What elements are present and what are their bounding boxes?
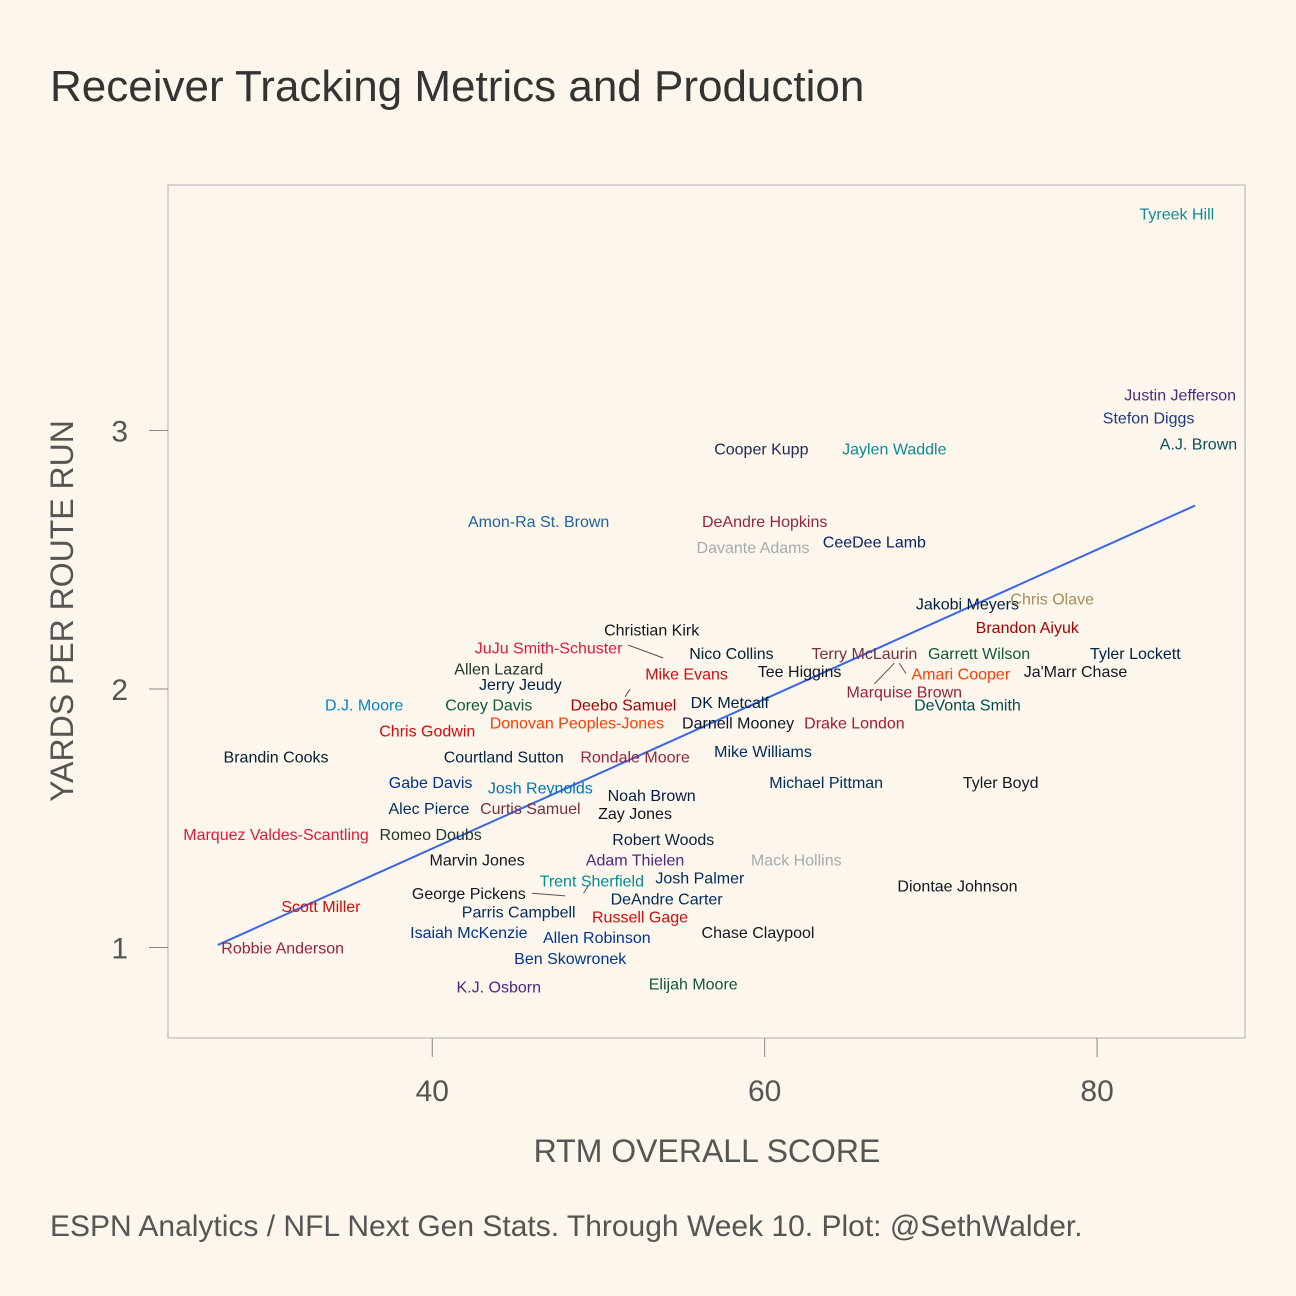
leader-line bbox=[583, 885, 589, 894]
point-label: Jakobi Meyers bbox=[916, 597, 1019, 614]
point-label: Zay Jones bbox=[598, 806, 672, 823]
point-label: Amari Cooper bbox=[911, 667, 1010, 684]
point-label: Curtis Samuel bbox=[480, 801, 580, 818]
x-tick-label: 40 bbox=[416, 1075, 449, 1108]
x-tick-label: 80 bbox=[1080, 1075, 1113, 1108]
point-label: DeAndre Carter bbox=[611, 891, 724, 908]
point-label: Marquise Brown bbox=[846, 685, 962, 702]
x-tick-label: 60 bbox=[748, 1075, 781, 1108]
point-label: Ben Skowronek bbox=[514, 951, 627, 968]
point-label: Robert Woods bbox=[612, 832, 714, 849]
point-label: Russell Gage bbox=[592, 910, 688, 927]
x-axis-title: RTM OVERALL SCORE bbox=[534, 1133, 881, 1169]
point-label: Elijah Moore bbox=[649, 977, 738, 994]
point-label: Courtland Sutton bbox=[444, 749, 564, 766]
point-label: Chase Claypool bbox=[702, 925, 815, 942]
x-axis: 40 60 80 bbox=[416, 1038, 1114, 1108]
point-label: Josh Reynolds bbox=[488, 780, 593, 797]
point-label: George Pickens bbox=[412, 886, 526, 903]
point-label: Brandon Aiyuk bbox=[976, 620, 1080, 637]
point-label: Robbie Anderson bbox=[221, 941, 344, 958]
point-label: Jaylen Waddle bbox=[842, 442, 946, 459]
point-label: Chris Godwin bbox=[379, 723, 475, 740]
point-labels: Tyreek Hill Justin Jefferson Stefon Diggs A… bbox=[183, 206, 1237, 996]
y-axis-title: YARDS PER ROUTE RUN bbox=[44, 420, 80, 802]
point-label: Terry McLaurin bbox=[811, 646, 917, 663]
point-label: Chris Olave bbox=[1010, 592, 1094, 609]
point-label: Jerry Jeudy bbox=[479, 677, 562, 694]
trend-line bbox=[217, 504, 1196, 946]
point-label: Amon-Ra St. Brown bbox=[468, 514, 609, 531]
y-tick-label: 1 bbox=[111, 933, 128, 966]
point-label: Mike Evans bbox=[645, 667, 728, 684]
point-label: Cooper Kupp bbox=[714, 442, 808, 459]
point-label: Diontae Johnson bbox=[897, 878, 1017, 895]
point-label: Allen Lazard bbox=[454, 661, 543, 678]
point-label: Deebo Samuel bbox=[570, 698, 676, 715]
point-label: JuJu Smith-Schuster bbox=[475, 641, 623, 658]
point-label: Scott Miller bbox=[281, 899, 361, 916]
point-label: D.J. Moore bbox=[325, 698, 403, 715]
point-label: Donovan Peoples-Jones bbox=[490, 716, 664, 733]
point-label: Davante Adams bbox=[697, 540, 810, 557]
point-label: Tyler Lockett bbox=[1090, 646, 1181, 663]
chart-caption: ESPN Analytics / NFL Next Gen Stats. Thr… bbox=[50, 1210, 1083, 1243]
point-label: A.J. Brown bbox=[1160, 436, 1237, 453]
point-label: Rondale Moore bbox=[580, 749, 690, 766]
leader-line bbox=[531, 892, 566, 897]
point-label: Alec Pierce bbox=[388, 801, 469, 818]
point-label: Isaiah McKenzie bbox=[410, 925, 527, 942]
point-label: Allen Robinson bbox=[543, 930, 651, 947]
point-label: Mack Hollins bbox=[751, 853, 842, 870]
point-label: Michael Pittman bbox=[769, 775, 883, 792]
point-label: Tyler Boyd bbox=[963, 775, 1039, 792]
point-label: Parris Campbell bbox=[462, 904, 576, 921]
leader-line bbox=[624, 688, 631, 698]
point-label: DeAndre Hopkins bbox=[702, 514, 827, 531]
point-label: Gabe Davis bbox=[389, 775, 473, 792]
point-label: CeeDee Lamb bbox=[823, 535, 926, 552]
leader-line bbox=[628, 644, 664, 659]
point-label: Marquez Valdes-Scantling bbox=[183, 827, 369, 844]
point-label: Trent Sherfield bbox=[540, 873, 644, 890]
leader-line bbox=[874, 662, 895, 685]
point-label: Marvin Jones bbox=[430, 853, 525, 870]
chart-title: Receiver Tracking Metrics and Production bbox=[50, 62, 865, 111]
y-tick-label: 3 bbox=[111, 416, 128, 449]
point-label: Brandin Cooks bbox=[224, 749, 329, 766]
point-label: Romeo Doubs bbox=[379, 827, 481, 844]
point-label: Stefon Diggs bbox=[1103, 411, 1195, 428]
point-label: Ja'Marr Chase bbox=[1024, 664, 1128, 681]
point-label: Christian Kirk bbox=[604, 623, 700, 640]
point-label: Darnell Mooney bbox=[682, 716, 794, 733]
plot-frame bbox=[167, 184, 1246, 1039]
point-label: Noah Brown bbox=[608, 788, 696, 805]
point-label: Corey Davis bbox=[445, 698, 532, 715]
point-label: DeVonta Smith bbox=[914, 698, 1021, 715]
point-label: DK Metcalf bbox=[691, 695, 770, 712]
point-label: Adam Thielen bbox=[586, 853, 684, 870]
point-label: Mike Williams bbox=[714, 744, 812, 761]
point-label: Tyreek Hill bbox=[1140, 206, 1215, 223]
leader-line bbox=[898, 662, 907, 674]
point-label: K.J. Osborn bbox=[457, 979, 541, 996]
point-label: Josh Palmer bbox=[655, 871, 745, 888]
label-leader-lines bbox=[531, 644, 907, 897]
point-label: Nico Collins bbox=[689, 646, 773, 663]
point-label: Justin Jefferson bbox=[1124, 387, 1236, 404]
point-label: Garrett Wilson bbox=[928, 646, 1030, 663]
point-label: Tee Higgins bbox=[758, 664, 842, 681]
y-axis: 1 2 3 bbox=[111, 416, 168, 966]
point-label: Drake London bbox=[804, 716, 905, 733]
y-tick-label: 2 bbox=[111, 674, 128, 707]
